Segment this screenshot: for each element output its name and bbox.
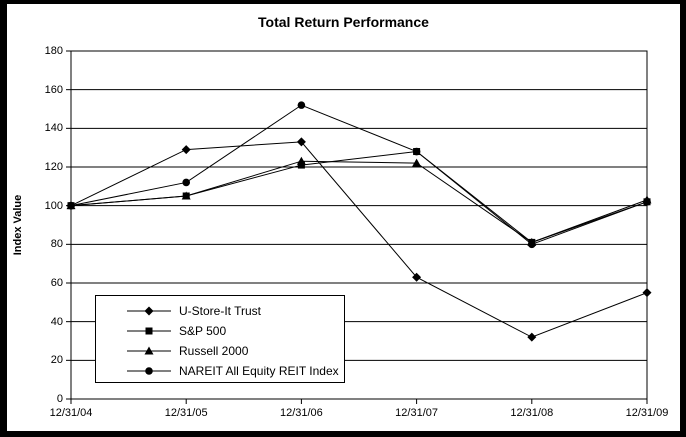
y-axis-tick-label: 80	[50, 238, 63, 251]
legend-item: Russell 2000	[96, 341, 344, 361]
legend-item: S&P 500	[96, 321, 344, 341]
series-line-circle	[70, 104, 648, 245]
data-point-marker	[296, 156, 306, 165]
x-axis-tick-label: 12/31/05	[164, 407, 208, 419]
series-line-diamond	[70, 141, 648, 338]
x-axis-tick-label: 12/31/09	[625, 407, 669, 419]
data-point-marker	[643, 198, 651, 206]
y-axis-tick-label: 60	[50, 277, 63, 289]
data-point-marker	[642, 288, 652, 298]
data-point-marker	[412, 272, 422, 282]
data-point-marker	[296, 137, 306, 147]
data-point-marker	[181, 145, 191, 155]
y-axis-tick-label: 100	[44, 199, 63, 212]
data-point-marker	[412, 158, 422, 167]
legend-label: S&P 500	[179, 324, 227, 338]
plot-border	[70, 50, 648, 400]
data-point-marker	[528, 240, 536, 249]
legend-label: U-Store-It Trust	[179, 304, 262, 318]
y-axis-tick-label: 20	[50, 354, 63, 367]
data-point-marker	[181, 191, 191, 200]
circle-marker-sample	[127, 367, 171, 375]
x-axis-tick-label: 12/31/07	[395, 407, 438, 419]
data-point-marker	[412, 147, 421, 156]
y-axis-tick-label: 120	[44, 161, 63, 173]
series-line-square	[70, 151, 648, 243]
x-axis-tick-label: 12/31/04	[49, 407, 93, 419]
legend: U-Store-It Trust S&P 500 Russell 2000 NAREI…	[95, 295, 345, 383]
legend-item: NAREIT All Equity REIT Index	[96, 361, 344, 381]
plot-area	[66, 50, 652, 404]
x-axis-tick-label: 12/31/06	[279, 407, 323, 419]
y-axis-tick-label: 160	[44, 83, 63, 96]
legend-item: U-Store-It Trust	[96, 301, 344, 321]
data-point-marker	[67, 201, 75, 210]
data-point-marker	[297, 101, 306, 109]
chart-title: Total Return Performance	[258, 14, 429, 30]
y-axis-tick-label: 140	[44, 122, 63, 135]
legend-label: Russell 2000	[179, 344, 249, 358]
data-point-marker	[297, 161, 305, 169]
triangle-marker-sample	[127, 346, 171, 355]
y-axis-tick-label: 180	[44, 45, 63, 57]
square-marker-sample	[127, 327, 171, 335]
y-axis-tick-label: 40	[50, 315, 63, 328]
diamond-marker-sample	[127, 306, 171, 316]
data-point-marker	[182, 178, 190, 187]
series-line-triangle	[70, 160, 648, 243]
data-point-marker	[527, 332, 537, 342]
legend-label: NAREIT All Equity REIT Index	[179, 364, 339, 378]
y-axis-tick-label: 0	[56, 393, 63, 405]
x-axis-tick-label: 12/31/08	[510, 407, 554, 419]
